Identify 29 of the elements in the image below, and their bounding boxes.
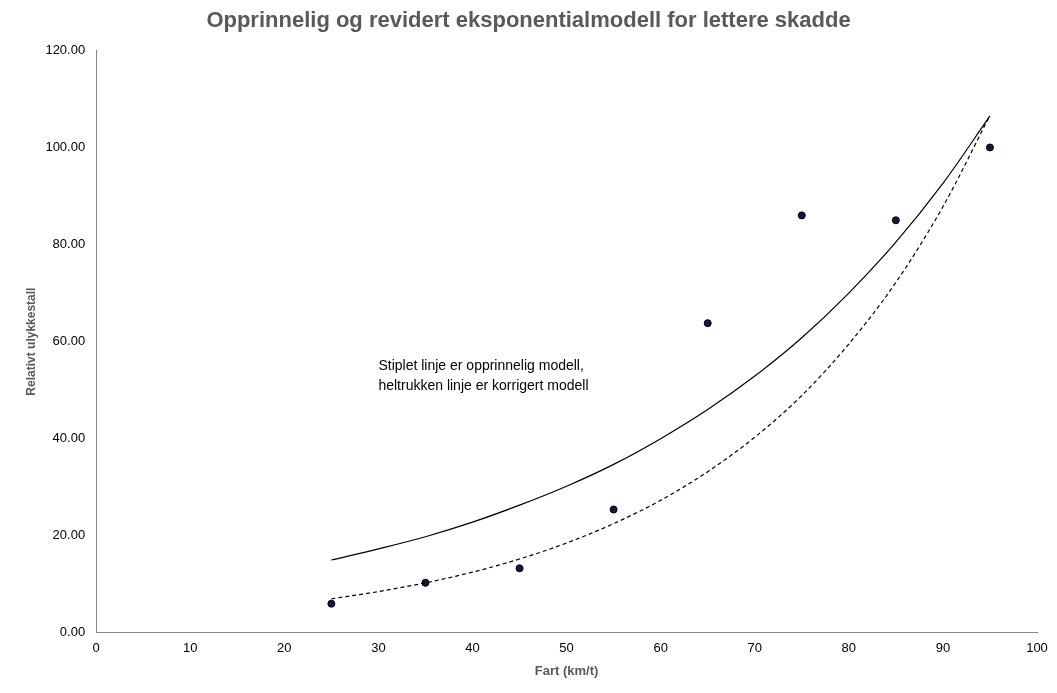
y-tick-label: 60.00: [52, 333, 86, 349]
x-tick-label: 60: [653, 640, 668, 656]
chart-title: Opprinnelig og revidert eksponentialmodell for lettere skadde: [206, 7, 851, 33]
point: [609, 505, 618, 514]
x-tick-label: 70: [747, 640, 762, 656]
x-tick-label: 0: [92, 640, 100, 656]
point: [797, 211, 806, 220]
y-tick-label: 40.00: [52, 430, 86, 446]
point: [891, 216, 900, 225]
point: [515, 564, 524, 573]
y-axis-title: Relativt ulykkestall: [23, 287, 38, 396]
x-axis-title: Fart (km/t): [534, 662, 599, 678]
point: [703, 319, 712, 328]
y-tick-label: 20.00: [52, 527, 86, 543]
point: [985, 143, 994, 152]
y-tick-label: 0.00: [59, 624, 86, 640]
annotation: Stiplet linje er opprinnelig modell, heltrukken linje er korrigert modell: [378, 356, 589, 393]
x-tick-label: 50: [559, 640, 574, 656]
x-tick-label: 100: [1026, 640, 1048, 656]
x-tick-label: 80: [841, 640, 857, 656]
y-tick-label: 120.00: [45, 41, 86, 57]
x-tick-label: 10: [183, 640, 198, 656]
x-tick-label: 20: [277, 640, 292, 656]
x-tick-label: 90: [935, 640, 951, 656]
point: [327, 599, 336, 608]
x-tick-label: 40: [465, 640, 480, 656]
x-tick-label: 30: [371, 640, 386, 656]
y-tick-label: 100.00: [45, 139, 86, 155]
y-tick-label: 80.00: [52, 236, 86, 252]
